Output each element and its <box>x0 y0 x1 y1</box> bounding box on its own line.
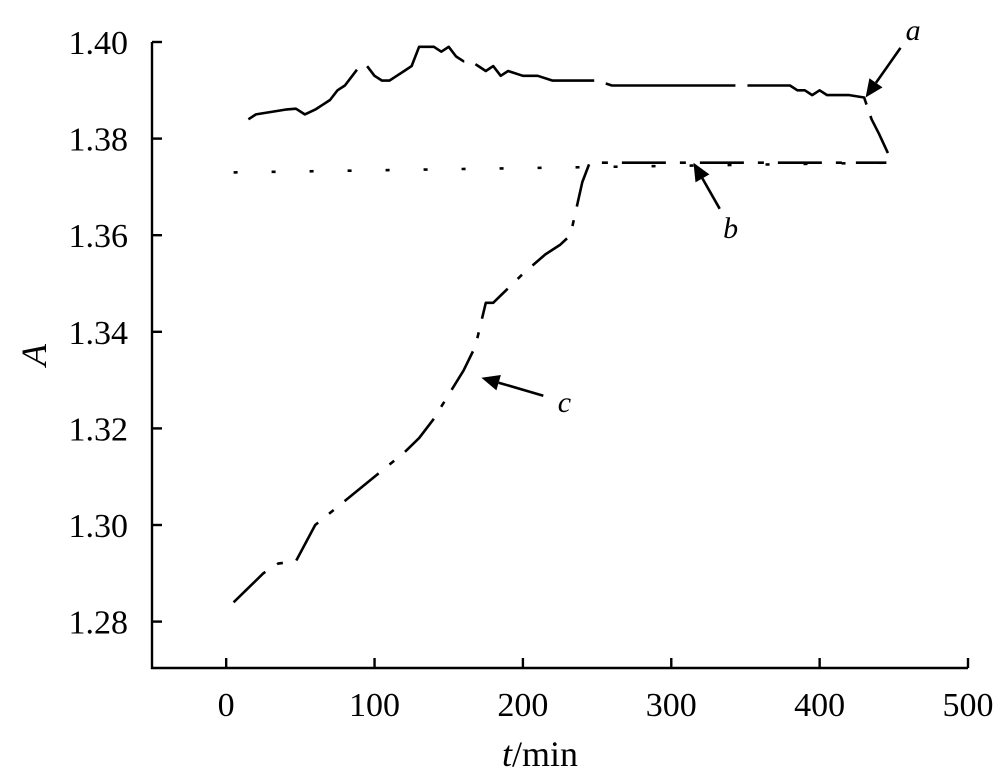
series-line-c <box>232 161 887 604</box>
x-tick-label: 200 <box>497 687 548 724</box>
x-axis: 0 100 200 300 400 500 <box>218 658 994 724</box>
y-tick-label: 1.34 <box>69 315 129 352</box>
y-tick-label: 1.30 <box>69 508 129 545</box>
annotation-label-b: b <box>723 212 738 245</box>
y-tick-label: 1.38 <box>69 122 129 159</box>
y-axis: 1.28 1.30 1.32 1.34 1.36 1.38 1.40 <box>69 25 968 670</box>
x-tick-label: 500 <box>943 687 994 724</box>
x-axis-title: t/min <box>502 734 578 774</box>
x-tick-label: 0 <box>218 687 235 724</box>
annotation-group: a b c <box>481 14 921 419</box>
y-tick-label: 1.36 <box>69 218 129 255</box>
y-tick-label: 1.28 <box>69 605 129 642</box>
x-tick-label: 100 <box>349 687 400 724</box>
annotation-arrowhead-a <box>865 78 883 98</box>
x-axis-title-unit: /min <box>512 734 578 774</box>
annotation-arrowhead-c <box>481 375 501 391</box>
annotation-arrow-b <box>701 177 721 210</box>
x-tick-label: 400 <box>794 687 845 724</box>
annotation-arrow-c <box>498 381 544 397</box>
y-axis-title: A <box>14 343 54 368</box>
y-tick-label: 1.40 <box>69 25 129 62</box>
series-line-a <box>247 45 890 154</box>
annotation-label-c: c <box>558 386 571 419</box>
axis-frame <box>150 42 968 670</box>
series-group <box>232 45 890 604</box>
x-axis-title-italic: t <box>502 734 513 774</box>
x-tick-label: 300 <box>646 687 697 724</box>
annotation-arrow-a <box>874 47 902 84</box>
annotation-label-a: a <box>906 14 921 47</box>
annotation-arrowhead-b <box>693 162 710 183</box>
y-tick-label: 1.32 <box>69 411 129 448</box>
series-line-b <box>233 161 887 174</box>
